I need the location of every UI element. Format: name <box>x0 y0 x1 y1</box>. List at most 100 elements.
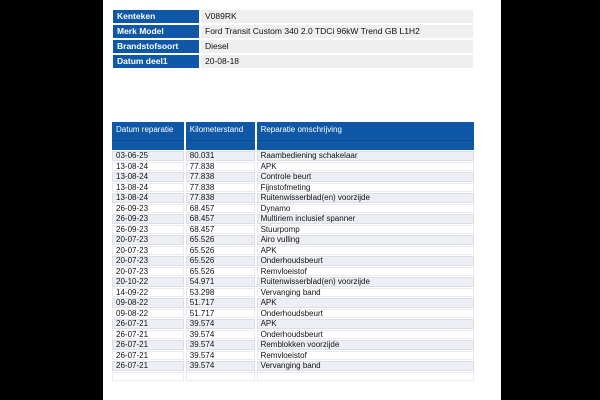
table-row: 03-06-25 80.031 Raambediening schakelaar <box>112 151 474 161</box>
cell-km: 39.574 <box>185 361 255 371</box>
cell-km: 68.457 <box>185 224 255 234</box>
cell-desc: Ruitenwisserblad(en) voorzijde <box>256 277 474 287</box>
cell-km: 39.574 <box>185 350 255 360</box>
table-row: 13-08-24 77.838 APK <box>112 161 474 171</box>
cell-km: 51.717 <box>185 298 255 308</box>
cell-date: 26-07-21 <box>112 329 184 339</box>
cell-km: 80.031 <box>185 151 255 161</box>
vehicle-info-label: Merk Model <box>113 25 199 38</box>
cell-km: 39.574 <box>185 340 255 350</box>
cell-desc: Airo vulling <box>256 235 474 245</box>
table-row-partial <box>112 371 474 381</box>
vehicle-info-label: Kenteken <box>113 10 199 23</box>
vehicle-info-value: Diesel <box>201 40 473 53</box>
cell-km: 51.717 <box>185 308 255 318</box>
cell-desc: Remvloeistof <box>256 350 474 360</box>
maintenance-header-row: Datum reparatie Kilometerstand Reparatie o… <box>112 122 474 150</box>
cell-km: 77.838 <box>185 161 255 171</box>
cell-date: 14-09-22 <box>112 287 184 297</box>
cell-km: 68.457 <box>185 214 255 224</box>
table-row: 26-07-21 39.574 APK <box>112 319 474 329</box>
cell-desc: Controle beurt <box>256 172 474 182</box>
table-row: 13-08-24 77.838 Controle beurt <box>112 172 474 182</box>
cell-date: 13-08-24 <box>112 193 184 203</box>
cell-date: 26-09-23 <box>112 203 184 213</box>
vehicle-info-row: Kenteken V089RK <box>113 10 473 23</box>
content-area: Kenteken V089RK Merk Model Ford Transit Cus… <box>103 0 501 400</box>
cell-desc: APK <box>256 298 474 308</box>
cell-km: 39.574 <box>185 329 255 339</box>
vehicle-info-label: Brandstofsoort <box>113 40 199 53</box>
cell-date: 20-07-23 <box>112 256 184 266</box>
table-row: 26-09-23 68.457 Dynamo <box>112 203 474 213</box>
cell-desc: Vervanging band <box>256 287 474 297</box>
cell-date: 26-07-21 <box>112 350 184 360</box>
column-header: Kilometerstand <box>185 122 255 150</box>
cell-desc: Multiriem inclusief spanner <box>256 214 474 224</box>
cell-date: 20-10-22 <box>112 277 184 287</box>
vehicle-info-row: Merk Model Ford Transit Custom 340 2.0 TD… <box>113 25 473 38</box>
cell-desc: Onderhoudsbeurt <box>256 256 474 266</box>
cell-km: 65.526 <box>185 235 255 245</box>
cell-empty <box>112 371 184 381</box>
cell-desc: Ruitenwisserblad(en) voorzijde <box>256 193 474 203</box>
cell-date: 26-09-23 <box>112 214 184 224</box>
cell-desc: Remvloeistof <box>256 266 474 276</box>
cell-desc: Onderhoudsbeurt <box>256 308 474 318</box>
cell-empty <box>256 371 474 381</box>
table-row: 14-09-22 53.298 Vervanging band <box>112 287 474 297</box>
cell-date: 20-07-23 <box>112 266 184 276</box>
cell-desc: Stuurpomp <box>256 224 474 234</box>
vehicle-info-value: 20-08-18 <box>201 55 473 68</box>
cell-date: 09-08-22 <box>112 308 184 318</box>
cell-desc: Remblokken voorzijde <box>256 340 474 350</box>
cell-date: 13-08-24 <box>112 182 184 192</box>
table-row: 26-07-21 39.574 Onderhoudsbeurt <box>112 329 474 339</box>
cell-km: 77.838 <box>185 172 255 182</box>
table-row: 26-09-23 68.457 Stuurpomp <box>112 224 474 234</box>
cell-date: 26-07-21 <box>112 340 184 350</box>
table-row: 13-08-24 77.838 Fijnstofmeting <box>112 182 474 192</box>
cell-desc: APK <box>256 319 474 329</box>
cell-date: 26-07-21 <box>112 319 184 329</box>
vehicle-info-row: Brandstofsoort Diesel <box>113 40 473 53</box>
vehicle-info-row: Datum deel1 20-08-18 <box>113 55 473 68</box>
cell-km: 65.526 <box>185 266 255 276</box>
cell-date: 26-09-23 <box>112 224 184 234</box>
cell-date: 09-08-22 <box>112 298 184 308</box>
vehicle-info-value: V089RK <box>201 10 473 23</box>
cell-date: 13-08-24 <box>112 161 184 171</box>
table-row: 20-07-23 65.526 Remvloeistof <box>112 266 474 276</box>
cell-date: 20-07-23 <box>112 245 184 255</box>
maintenance-history-table: Datum reparatie Kilometerstand Reparatie o… <box>110 121 476 382</box>
cell-km: 77.838 <box>185 193 255 203</box>
cell-desc: Fijnstofmeting <box>256 182 474 192</box>
table-row: 20-07-23 65.526 APK <box>112 245 474 255</box>
cell-km: 39.574 <box>185 319 255 329</box>
cell-km: 65.526 <box>185 245 255 255</box>
cell-km: 68.457 <box>185 203 255 213</box>
cell-desc: Dynamo <box>256 203 474 213</box>
cell-date: 03-06-25 <box>112 151 184 161</box>
column-header: Datum reparatie <box>112 122 184 150</box>
cell-km: 54.971 <box>185 277 255 287</box>
cell-desc: Raambediening schakelaar <box>256 151 474 161</box>
cell-date: 13-08-24 <box>112 172 184 182</box>
cell-km: 77.838 <box>185 182 255 192</box>
cell-km: 53.298 <box>185 287 255 297</box>
table-row: 09-08-22 51.717 APK <box>112 298 474 308</box>
vehicle-info-table: Kenteken V089RK Merk Model Ford Transit Cus… <box>111 8 475 70</box>
cell-desc: APK <box>256 245 474 255</box>
cell-desc: Onderhoudsbeurt <box>256 329 474 339</box>
table-row: 20-07-23 65.526 Onderhoudsbeurt <box>112 256 474 266</box>
cell-empty <box>185 371 255 381</box>
vehicle-info-value: Ford Transit Custom 340 2.0 TDCi 96kW Tr… <box>201 25 473 38</box>
table-row: 20-07-23 65.526 Airo vulling <box>112 235 474 245</box>
table-row: 20-10-22 54.971 Ruitenwisserblad(en) voorz… <box>112 277 474 287</box>
table-row: 09-08-22 51.717 Onderhoudsbeurt <box>112 308 474 318</box>
table-row: 13-08-24 77.838 Ruitenwisserblad(en) voorz… <box>112 193 474 203</box>
vehicle-info-label: Datum deel1 <box>113 55 199 68</box>
table-row: 26-07-21 39.574 Vervanging band <box>112 361 474 371</box>
cell-desc: APK <box>256 161 474 171</box>
table-row: 26-09-23 68.457 Multiriem inclusief spanne… <box>112 214 474 224</box>
